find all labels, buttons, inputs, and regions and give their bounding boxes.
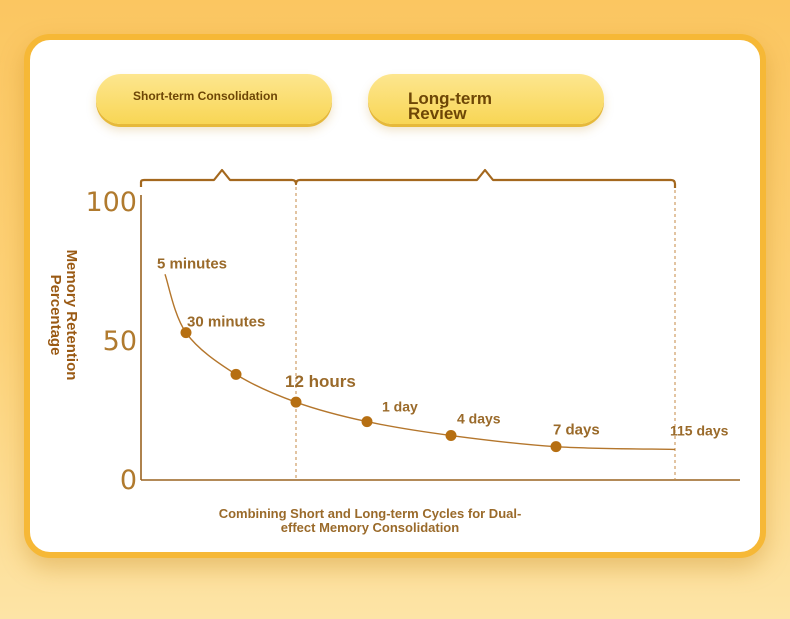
short-term-phase-badge: Short-term Consolidation: [96, 74, 332, 124]
data-label: 5 minutes: [157, 255, 227, 272]
data-label: 115 days: [670, 422, 729, 438]
data-label: 1 day: [382, 399, 418, 415]
data-point: [445, 430, 457, 442]
y-tick-label: 50: [103, 326, 137, 357]
y-tick-label: 0: [120, 465, 137, 496]
short-term-phase-label: Short-term Consolidation: [133, 89, 278, 103]
data-label: 12 hours: [285, 372, 356, 391]
long-term-phase-label: Long-term Review: [408, 89, 493, 123]
data-label: 30 minutes: [187, 314, 265, 331]
data-point: [230, 368, 242, 380]
data-point: [550, 441, 562, 453]
phase-bracket: [139, 168, 677, 188]
data-point: [290, 396, 302, 408]
long-term-phase-badge: Long-term Review: [368, 74, 604, 124]
data-point: [361, 416, 373, 428]
y-tick-label: 100: [85, 187, 137, 218]
data-point: [180, 327, 192, 339]
data-label: 7 days: [553, 422, 600, 439]
chart-caption: Combining Short and Long-term Cycles for…: [218, 506, 522, 535]
data-label: 4 days: [457, 411, 501, 427]
